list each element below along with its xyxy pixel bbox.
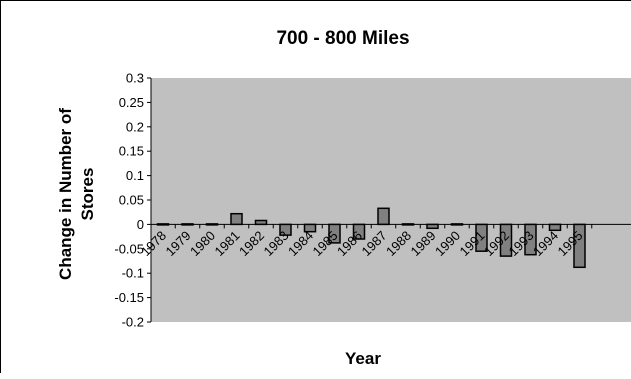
x-axis: 1978197919801981198219831984198519861987… <box>138 223 631 259</box>
y-tick-label: 0.3 <box>126 71 144 86</box>
y-tick-label: 0.1 <box>126 168 144 183</box>
y-tick-label: -0.2 <box>122 315 144 330</box>
chart-title: 700 - 800 Miles <box>276 28 409 49</box>
y-axis: 0.3 0.25 0.2 0.15 0.1 0.05 0 -0.05 -0.1 -0.15 -0.2 <box>114 71 152 330</box>
bar-1982 <box>254 219 268 226</box>
y-tick-label: 0.05 <box>119 193 144 208</box>
y-axis-title-line-2: Stores <box>78 168 97 221</box>
bar-1989 <box>426 223 439 230</box>
y-tick-label: -0.15 <box>114 290 144 305</box>
y-tick-label: 0.25 <box>119 95 144 110</box>
y-axis-title-line-1: Change in Number of <box>56 108 75 280</box>
bar-1981 <box>230 212 243 226</box>
bar-1987 <box>377 207 390 226</box>
y-tick-label: 0 <box>137 217 144 232</box>
y-tick-label: -0.05 <box>114 241 144 256</box>
y-tick-label: -0.1 <box>122 266 144 281</box>
y-tick-label: 0.15 <box>119 144 144 159</box>
x-axis-title: Year <box>345 349 381 368</box>
y-axis-title: Change in Number of Stores <box>56 108 97 280</box>
y-tick-label: 0.2 <box>126 119 144 134</box>
plot-area <box>151 78 631 322</box>
